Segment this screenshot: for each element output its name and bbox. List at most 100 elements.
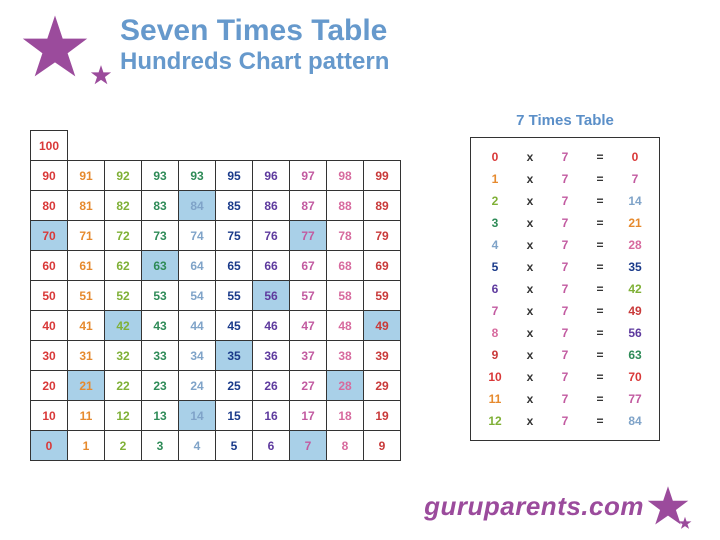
hundreds-cell: 6: [253, 431, 290, 461]
hundreds-cell: 55: [216, 281, 253, 311]
hundreds-cell: 48: [327, 311, 364, 341]
hundreds-cell: 2: [105, 431, 142, 461]
hundreds-cell: 70: [31, 221, 68, 251]
hundreds-cell: 84: [179, 191, 216, 221]
hundreds-cell: 25: [216, 371, 253, 401]
hundreds-cell: 57: [290, 281, 327, 311]
page-title: Seven Times Table: [120, 14, 389, 48]
hundreds-cell: 73: [142, 221, 179, 251]
hundreds-cell: 36: [253, 341, 290, 371]
hundreds-cell: 37: [290, 341, 327, 371]
hundreds-cell: 45: [216, 311, 253, 341]
hundreds-cell: 20: [31, 371, 68, 401]
hundreds-cell: 22: [105, 371, 142, 401]
hundreds-cell: 81: [68, 191, 105, 221]
hundreds-cell: [105, 131, 142, 161]
times-row: 1x7=7: [483, 168, 647, 190]
hundreds-cell: 74: [179, 221, 216, 251]
hundreds-cell: 83: [142, 191, 179, 221]
hundreds-cell: 4: [179, 431, 216, 461]
times-row: 10x7=70: [483, 366, 647, 388]
hundreds-cell: 31: [68, 341, 105, 371]
hundreds-cell: 28: [327, 371, 364, 401]
hundreds-cell: 62: [105, 251, 142, 281]
hundreds-chart: 1009091929393959697989980818283848586878…: [30, 130, 401, 461]
hundreds-cell: 97: [290, 161, 327, 191]
hundreds-cell: 17: [290, 401, 327, 431]
hundreds-cell: 85: [216, 191, 253, 221]
hundreds-cell: 29: [364, 371, 401, 401]
times-table-container: 7 Times Table 0x7=01x7=72x7=143x7=214x7=…: [470, 112, 660, 441]
hundreds-cell: 39: [364, 341, 401, 371]
hundreds-cell: 60: [31, 251, 68, 281]
hundreds-cell: 9: [364, 431, 401, 461]
hundreds-cell: 78: [327, 221, 364, 251]
hundreds-cell: 35: [216, 341, 253, 371]
hundreds-cell: 96: [253, 161, 290, 191]
hundreds-cell: 90: [31, 161, 68, 191]
hundreds-cell: 54: [179, 281, 216, 311]
page-subtitle: Hundreds Chart pattern: [120, 48, 389, 76]
hundreds-cell: 38: [327, 341, 364, 371]
hundreds-cell: 53: [142, 281, 179, 311]
hundreds-cell: 46: [253, 311, 290, 341]
hundreds-cell: 86: [253, 191, 290, 221]
hundreds-cell: 65: [216, 251, 253, 281]
hundreds-cell: 34: [179, 341, 216, 371]
hundreds-cell: 69: [364, 251, 401, 281]
hundreds-cell: 8: [327, 431, 364, 461]
hundreds-cell: 32: [105, 341, 142, 371]
hundreds-cell: 91: [68, 161, 105, 191]
hundreds-cell: 26: [253, 371, 290, 401]
times-table-box: 0x7=01x7=72x7=143x7=214x7=285x7=356x7=42…: [470, 137, 660, 441]
hundreds-cell: 0: [31, 431, 68, 461]
hundreds-cell: [179, 131, 216, 161]
hundreds-cell: 100: [31, 131, 68, 161]
hundreds-cell: 3: [142, 431, 179, 461]
times-row: 2x7=14: [483, 190, 647, 212]
hundreds-cell: [216, 131, 253, 161]
hundreds-cell: 21: [68, 371, 105, 401]
hundreds-cell: 98: [327, 161, 364, 191]
hundreds-cell: 27: [290, 371, 327, 401]
hundreds-cell: 12: [105, 401, 142, 431]
hundreds-cell: 67: [290, 251, 327, 281]
times-row: 0x7=0: [483, 146, 647, 168]
hundreds-cell: 24: [179, 371, 216, 401]
hundreds-cell: 77: [290, 221, 327, 251]
hundreds-cell: 61: [68, 251, 105, 281]
times-row: 8x7=56: [483, 322, 647, 344]
hundreds-cell: 7: [290, 431, 327, 461]
hundreds-cell: 43: [142, 311, 179, 341]
hundreds-cell: 10: [31, 401, 68, 431]
hundreds-cell: 41: [68, 311, 105, 341]
hundreds-cell: 87: [290, 191, 327, 221]
hundreds-cell: 99: [364, 161, 401, 191]
hundreds-cell: 56: [253, 281, 290, 311]
times-row: 4x7=28: [483, 234, 647, 256]
hundreds-cell: 80: [31, 191, 68, 221]
times-table-title: 7 Times Table: [470, 112, 660, 129]
hundreds-cell: 89: [364, 191, 401, 221]
times-row: 9x7=63: [483, 344, 647, 366]
hundreds-cell: [142, 131, 179, 161]
hundreds-cell: [364, 131, 401, 161]
hundreds-cell: 18: [327, 401, 364, 431]
hundreds-cell: 13: [142, 401, 179, 431]
hundreds-cell: 93: [142, 161, 179, 191]
hundreds-cell: [253, 131, 290, 161]
hundreds-cell: 58: [327, 281, 364, 311]
hundreds-cell: 11: [68, 401, 105, 431]
times-row: 11x7=77: [483, 388, 647, 410]
hundreds-cell: 76: [253, 221, 290, 251]
hundreds-cell: 72: [105, 221, 142, 251]
hundreds-chart-container: 1009091929393959697989980818283848586878…: [30, 130, 401, 461]
hundreds-cell: 79: [364, 221, 401, 251]
footer-star-small-icon: [678, 516, 692, 530]
hundreds-cell: 42: [105, 311, 142, 341]
hundreds-cell: 47: [290, 311, 327, 341]
hundreds-cell: 50: [31, 281, 68, 311]
hundreds-cell: 75: [216, 221, 253, 251]
hundreds-cell: 5: [216, 431, 253, 461]
star-icon: [20, 12, 90, 82]
